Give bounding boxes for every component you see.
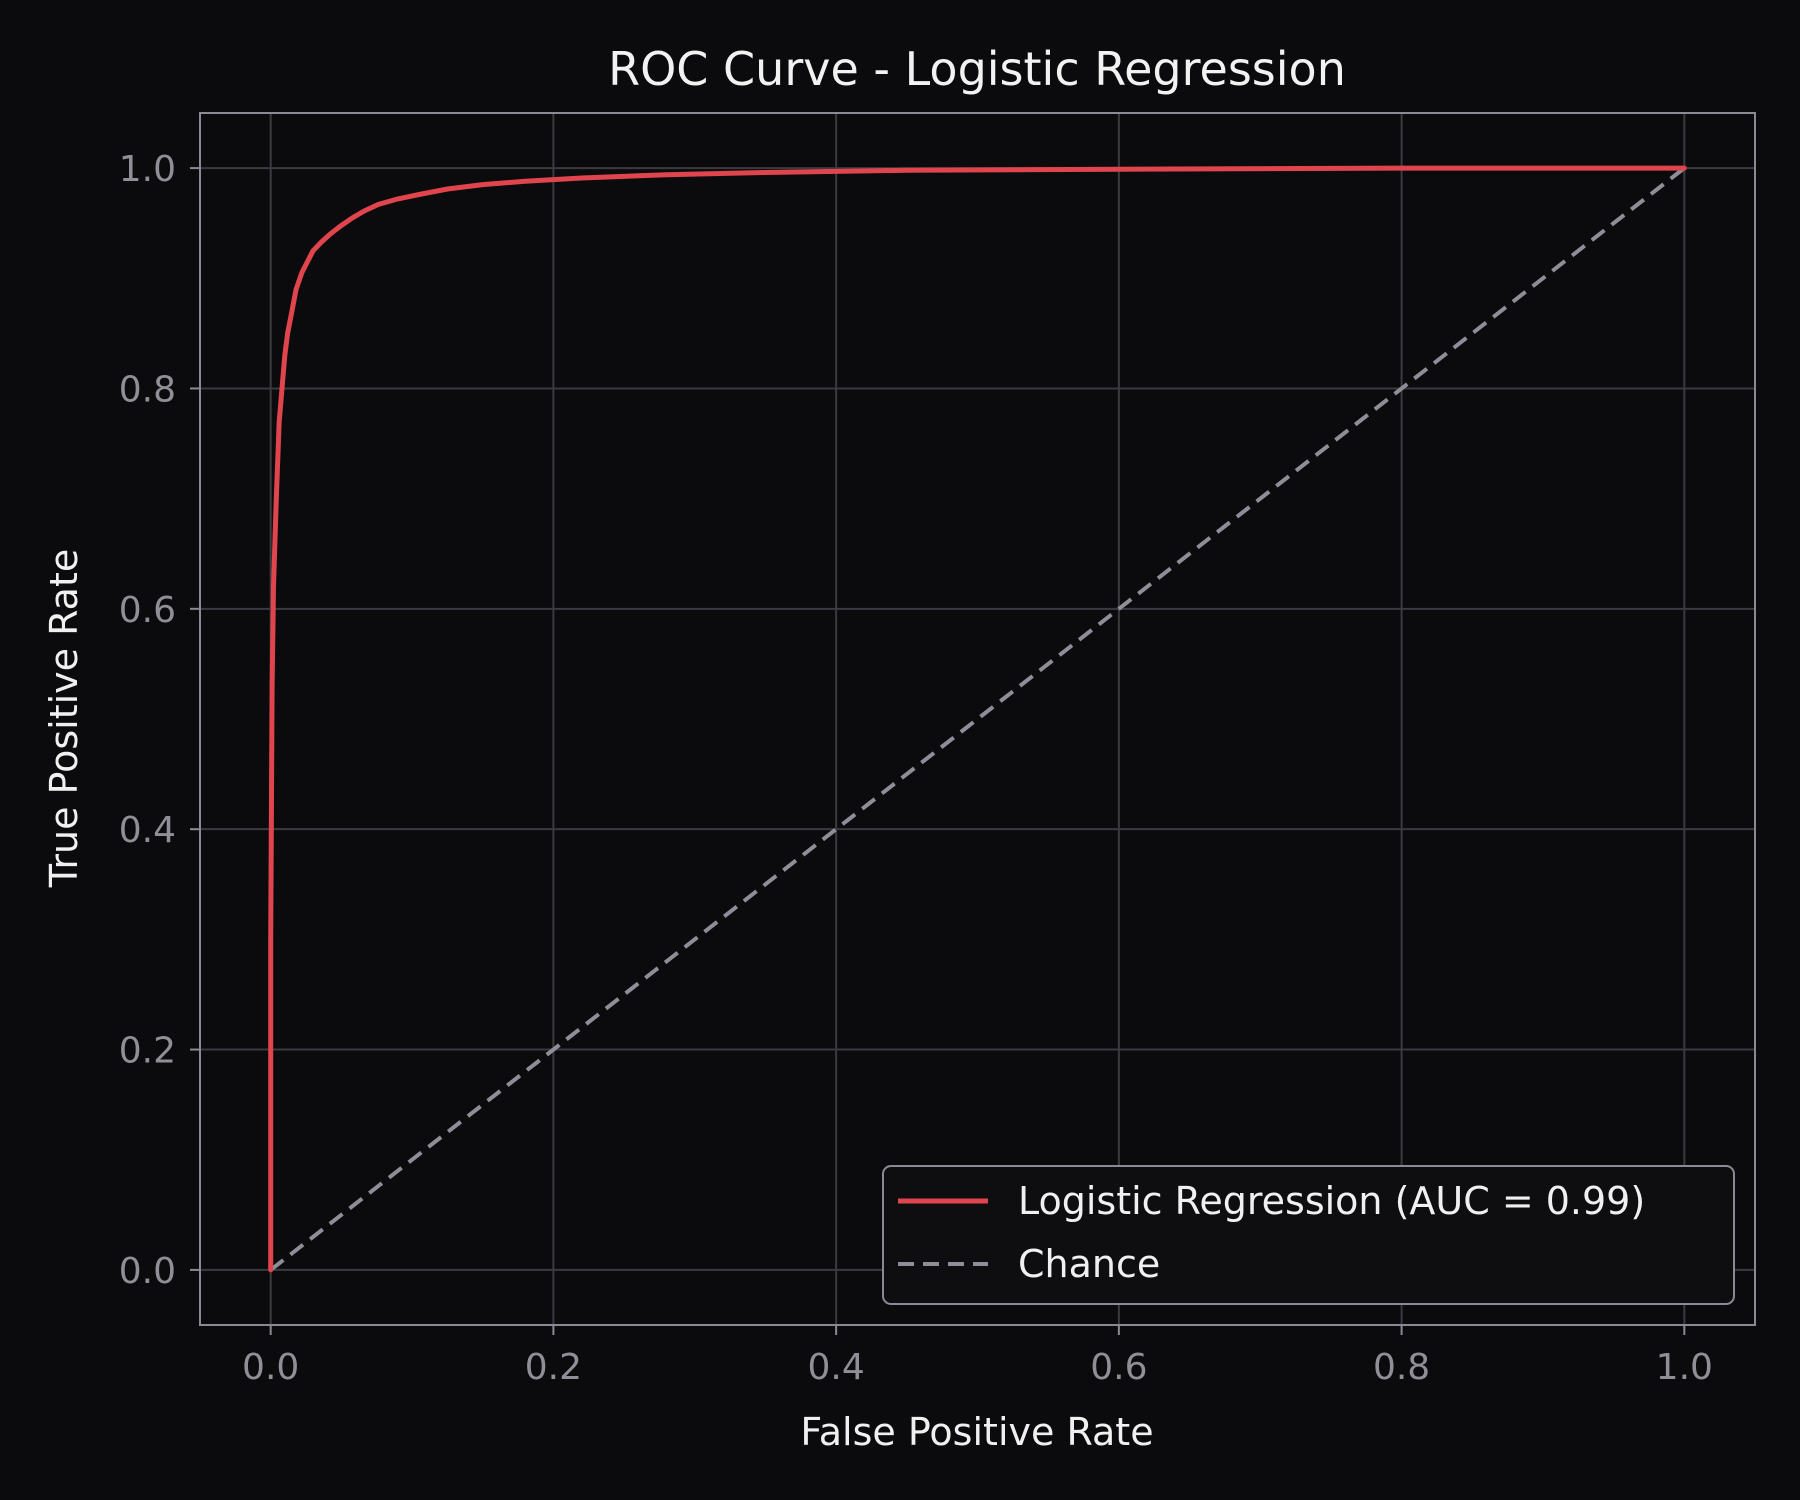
y-tick-label: 0.4: [119, 810, 176, 851]
legend-label-chance: Chance: [1018, 1242, 1160, 1286]
plot-area-frame: [199, 112, 1756, 1326]
y-axis-label: True Positive Rate: [42, 549, 86, 889]
x-tick-label: 0.8: [1373, 1347, 1430, 1388]
y-tick-label: 0.6: [119, 590, 176, 631]
chart-title: ROC Curve - Logistic Regression: [608, 42, 1346, 96]
x-tick-label: 1.0: [1656, 1347, 1713, 1388]
series-layer: [268, 165, 1687, 1273]
x-tick-label: 0.4: [808, 1347, 865, 1388]
x-tick-label: 0.0: [242, 1347, 299, 1388]
y-tick-label: 0.0: [119, 1251, 176, 1292]
x-axis-label: False Positive Rate: [800, 1410, 1153, 1454]
roc-curve-line: [268, 165, 1687, 1273]
y-tick-label: 0.8: [119, 369, 176, 410]
x-tick-label: 0.6: [1090, 1347, 1147, 1388]
chart-legend: Logistic Regression (AUC = 0.99) Chance: [882, 1165, 1735, 1305]
y-tick-label: 1.0: [119, 149, 176, 190]
x-tick-label: 0.2: [525, 1347, 582, 1388]
grid-layer: [200, 113, 1755, 1325]
legend-label-roc: Logistic Regression (AUC = 0.99): [1018, 1179, 1645, 1223]
y-tick-label: 0.2: [119, 1031, 176, 1072]
tick-layer: 0.0 0.2 0.4 0.6 0.8 1.0 0.0 0.2 0.4 0.6 0.8 1.0: [119, 149, 1713, 1388]
legend-box: [882, 1165, 1735, 1305]
